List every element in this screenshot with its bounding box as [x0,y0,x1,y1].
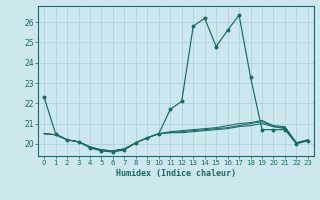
X-axis label: Humidex (Indice chaleur): Humidex (Indice chaleur) [116,169,236,178]
